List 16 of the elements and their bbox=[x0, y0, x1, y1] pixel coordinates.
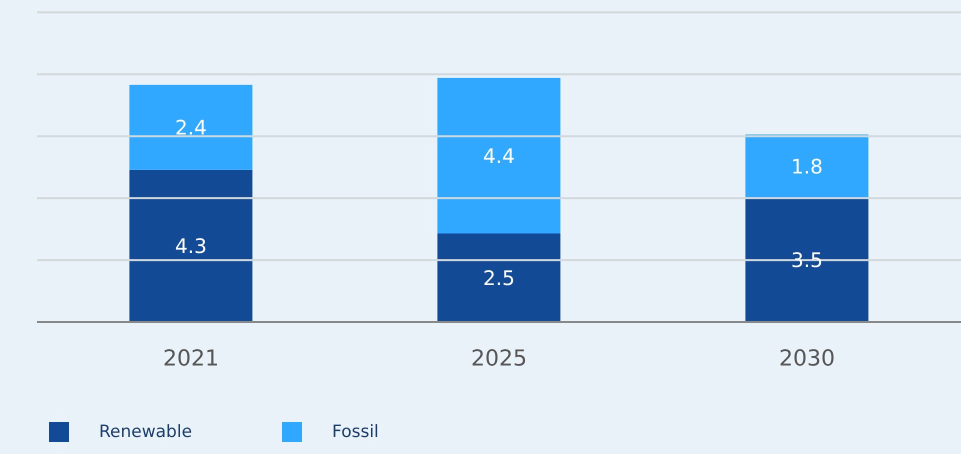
bar bbox=[129, 170, 252, 322]
data-label: 2.4 bbox=[174, 115, 207, 140]
data-label: 2.5 bbox=[482, 266, 515, 290]
bar bbox=[437, 234, 560, 322]
data-label: 1.8 bbox=[790, 154, 823, 178]
legend-label: Renewable bbox=[99, 422, 192, 442]
x-tick-label: 2030 bbox=[779, 346, 835, 372]
bar bbox=[129, 84, 252, 170]
legend-label: Fossil bbox=[332, 422, 379, 442]
x-tick-label: 2025 bbox=[471, 346, 527, 372]
data-label: 4.3 bbox=[174, 234, 207, 258]
data-label: 4.4 bbox=[482, 144, 515, 168]
bar bbox=[437, 78, 560, 234]
bar bbox=[745, 198, 868, 322]
bar bbox=[745, 134, 868, 198]
x-tick-label: 2021 bbox=[163, 346, 219, 372]
